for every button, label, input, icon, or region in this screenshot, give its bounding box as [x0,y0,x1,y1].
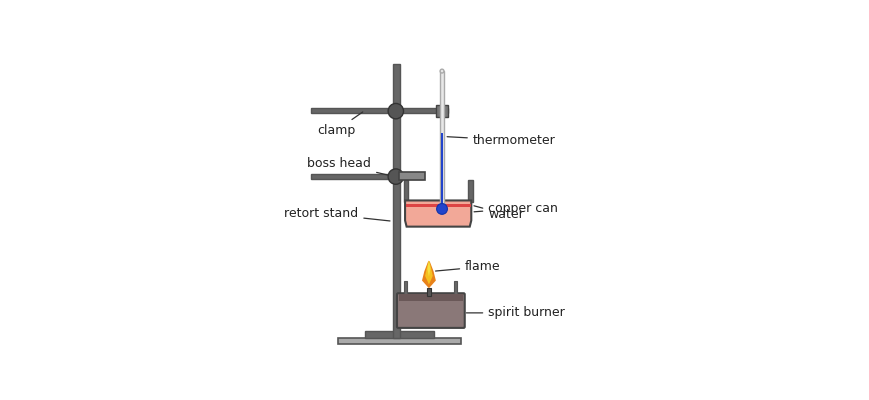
Polygon shape [421,261,435,288]
Bar [468,180,472,202]
Bar [440,71,444,207]
Bar [441,133,442,207]
Bar [454,280,457,294]
Text: copper can: copper can [474,202,557,215]
Text: spirit burner: spirit burner [466,306,564,319]
Bar [399,294,462,300]
Polygon shape [405,200,471,227]
Bar [395,108,448,114]
Circle shape [440,69,443,73]
Text: thermometer: thermometer [447,134,555,147]
Bar [403,180,408,202]
Bar [404,280,407,294]
Circle shape [388,169,403,184]
Polygon shape [427,260,430,277]
Text: water: water [474,206,523,221]
Bar [365,331,434,338]
Circle shape [436,204,447,214]
Text: boss head: boss head [307,157,391,176]
Bar [311,174,395,179]
Bar [338,338,461,344]
Text: flame: flame [435,260,501,273]
Bar [399,172,425,180]
Bar [395,174,422,179]
Text: clamp: clamp [317,112,362,137]
Text: retort stand: retort stand [284,207,389,221]
Bar [435,105,448,116]
Bar [311,108,395,114]
Bar [426,288,431,296]
Bar [392,64,399,338]
FancyBboxPatch shape [396,293,464,328]
Polygon shape [425,260,432,284]
Circle shape [388,104,403,119]
Bar [405,204,470,207]
